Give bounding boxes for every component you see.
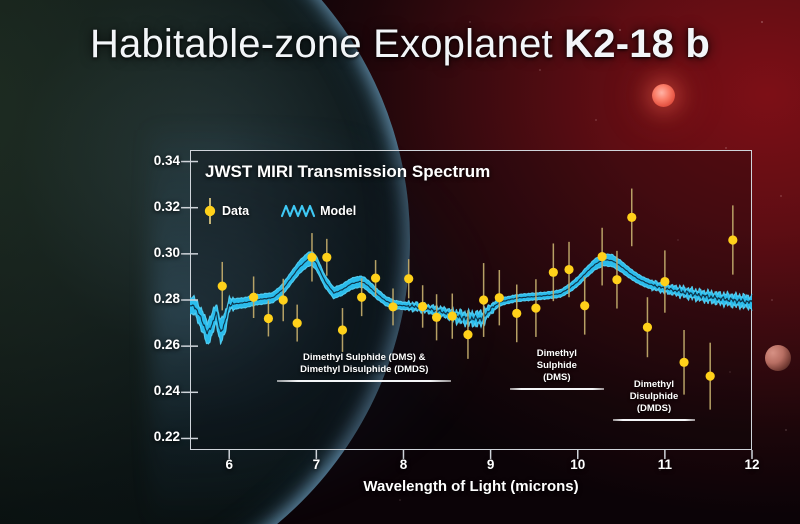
- annotation-label-dmds: Dimethyl Disulphide (DMDS): [564, 379, 744, 415]
- data-point-marker: [249, 292, 259, 302]
- data-marker-icon: [204, 198, 216, 224]
- data-point-marker: [337, 325, 348, 335]
- y-tick-label: 0.34: [153, 152, 180, 168]
- annotation-line: Disulphide: [629, 391, 679, 403]
- y-tick-label: 0.24: [153, 383, 180, 399]
- annotation-line: Sulphide: [536, 359, 577, 371]
- data-point-marker: [660, 276, 670, 287]
- data-point-marker: [494, 293, 504, 303]
- data-point-marker: [548, 267, 558, 277]
- distant-planet: [765, 345, 791, 371]
- annotation-line: Dimethyl: [633, 379, 675, 391]
- data-point-marker: [263, 313, 274, 324]
- chart-title: JWST MIRI Transmission Spectrum: [205, 162, 491, 181]
- data-point-marker: [642, 322, 653, 332]
- data-point-marker: [292, 318, 302, 328]
- data-point-marker: [418, 301, 428, 312]
- data-series-group: [217, 188, 738, 410]
- y-tick-label: 0.22: [153, 429, 180, 445]
- red-dwarf-star: [652, 84, 675, 107]
- data-point-marker: [278, 295, 288, 305]
- data-point-marker: [322, 252, 332, 262]
- x-tick-label: 11: [657, 457, 672, 472]
- model-wave-icon: [281, 204, 316, 218]
- data-point-marker: [217, 281, 227, 291]
- x-axis-ticks: 6 7 8 9 10 11 12: [0, 457, 800, 477]
- x-tick-label: 8: [399, 457, 408, 472]
- x-tick-label: 6: [225, 457, 233, 472]
- data-point-marker: [728, 235, 738, 245]
- y-tick-label: 0.26: [153, 337, 180, 353]
- chart-legend: Data Model: [203, 196, 356, 226]
- data-point-marker: [463, 330, 473, 340]
- data-point-marker: [357, 292, 367, 302]
- x-tick-label: 7: [312, 457, 321, 472]
- annotation-label-dms: Dimethyl Sulphide (DMS): [467, 348, 647, 384]
- data-point-marker: [307, 252, 317, 262]
- legend-item-data: Data: [203, 196, 249, 226]
- y-tick-label: 0.30: [153, 244, 180, 260]
- annotation-line: Dimethyl: [536, 347, 577, 359]
- spectrum-plot: [181, 160, 753, 459]
- legend-item-model: Model: [281, 203, 356, 219]
- data-point-marker: [612, 275, 622, 285]
- title-bold-part: K2-18 b: [564, 22, 711, 66]
- data-point-marker: [388, 302, 398, 312]
- annotation-range-bar-dms-dmds: [277, 379, 452, 382]
- data-point-marker: [370, 273, 381, 283]
- data-point-marker: [580, 301, 590, 311]
- title-thin-part: Habitable-zone Exoplanet: [89, 22, 553, 66]
- x-tick-label: 9: [486, 457, 495, 472]
- legend-label-model: Model: [320, 204, 357, 218]
- x-tick-label: 10: [570, 457, 586, 472]
- annotation-range-bar-dmds: [612, 419, 696, 422]
- x-axis-label: Wavelength of Light (microns): [363, 478, 579, 495]
- data-point-marker: [512, 308, 522, 318]
- data-point-marker: [404, 274, 414, 284]
- annotation-range-bar-dms: [509, 387, 604, 390]
- annotation-line: (DMS): [543, 371, 571, 383]
- x-tick-label: 12: [744, 457, 760, 472]
- planet-atmosphere-glow: [0, 0, 418, 524]
- data-point-marker: [564, 264, 574, 275]
- data-point-marker: [705, 371, 715, 381]
- data-point-marker: [679, 357, 689, 367]
- y-tick-label: 0.28: [153, 291, 180, 306]
- model-confidence-band: [190, 251, 752, 344]
- data-point-marker: [597, 252, 607, 262]
- page-title: Habitable-zone Exoplanet K2-18 b: [0, 22, 800, 67]
- annotation-line: (DMDS): [636, 403, 672, 415]
- annotation-line: Dimethyl Disulphide (DMDS): [300, 363, 429, 375]
- plot-frame: [190, 150, 752, 450]
- data-point-marker: [479, 295, 489, 305]
- data-point-marker: [531, 303, 541, 313]
- legend-label-data: Data: [222, 204, 250, 218]
- y-tick-label: 0.32: [153, 198, 180, 214]
- data-point-marker: [627, 212, 637, 222]
- y-axis-ticks: 0.22 0.24 0.26 0.28 0.30 0.32 0.34: [134, 0, 180, 524]
- data-point-marker: [431, 312, 442, 322]
- annotation-label-dms-dmds: Dimethyl Sulphide (DMS) & Dimethyl Disulp…: [274, 352, 454, 376]
- data-point-marker: [447, 311, 457, 321]
- annotation-line: Dimethyl Sulphide (DMS) &: [303, 351, 426, 363]
